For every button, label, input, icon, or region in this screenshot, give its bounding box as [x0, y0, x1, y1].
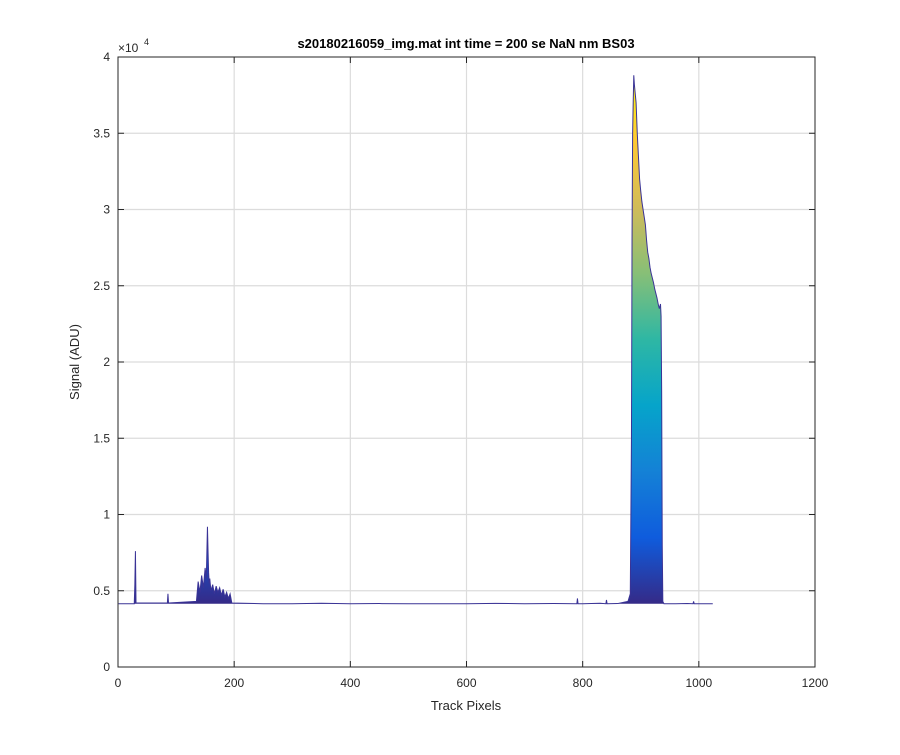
signal-line — [118, 75, 713, 605]
y-tick-label: 0 — [103, 660, 110, 674]
x-tick-label: 0 — [115, 676, 122, 690]
x-axis-label: Track Pixels — [431, 698, 502, 713]
chart-title: s20180216059_img.mat int time = 200 se N… — [297, 36, 634, 51]
y-exponent-power: 4 — [144, 37, 149, 47]
y-exponent-base: ×10 — [118, 41, 139, 55]
y-tick-label: 1 — [103, 508, 110, 522]
y-tick-label: 4 — [103, 50, 110, 64]
y-axis-label: Signal (ADU) — [67, 324, 82, 400]
y-axis: 0 0.5 1 1.5 2 2.5 3 3.5 4 — [93, 50, 815, 674]
y-tick-label: 0.5 — [93, 584, 110, 598]
signal-area — [118, 75, 713, 604]
y-tick-label: 2 — [103, 355, 110, 369]
x-tick-label: 800 — [573, 676, 593, 690]
y-tick-label: 1.5 — [93, 431, 110, 445]
y-exponent: ×10 4 — [118, 37, 149, 55]
grid — [118, 57, 815, 667]
x-tick-label: 1000 — [685, 676, 712, 690]
x-tick-label: 600 — [456, 676, 476, 690]
x-tick-label: 200 — [224, 676, 244, 690]
y-tick-label: 3 — [103, 203, 110, 217]
x-tick-label: 400 — [340, 676, 360, 690]
y-tick-label: 3.5 — [93, 126, 110, 140]
y-tick-label: 2.5 — [93, 279, 110, 293]
x-tick-label: 1200 — [802, 676, 829, 690]
series-layer — [118, 75, 713, 605]
x-axis: 0 200 400 600 800 1000 1200 — [115, 57, 829, 690]
